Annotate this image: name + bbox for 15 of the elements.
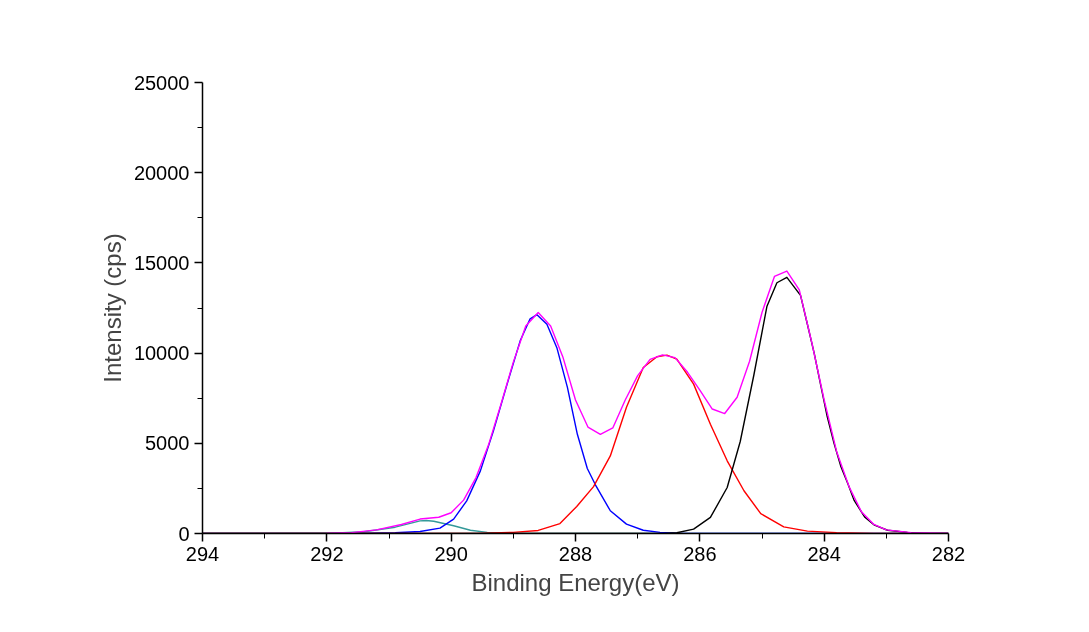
x-tick-label: 286 <box>683 542 717 565</box>
y-tick-label: 0 <box>178 522 190 545</box>
y-tick-label: 15000 <box>133 251 190 274</box>
x-tick-label: 292 <box>310 542 344 565</box>
x-axis-title: Binding Energy(eV) <box>471 568 680 596</box>
y-tick-label: 10000 <box>133 342 190 365</box>
y-tick-label: 20000 <box>133 161 190 184</box>
x-tick-label: 288 <box>558 542 593 565</box>
x-tick-label: 294 <box>185 542 220 565</box>
y-tick-label: 25000 <box>133 71 190 94</box>
x-tick-label: 284 <box>807 542 841 565</box>
x-tick-label: 282 <box>931 542 966 565</box>
y-tick-label: 5000 <box>145 432 190 455</box>
y-axis-title: Intensity (cps) <box>98 233 126 383</box>
x-tick-label: 290 <box>434 542 468 565</box>
